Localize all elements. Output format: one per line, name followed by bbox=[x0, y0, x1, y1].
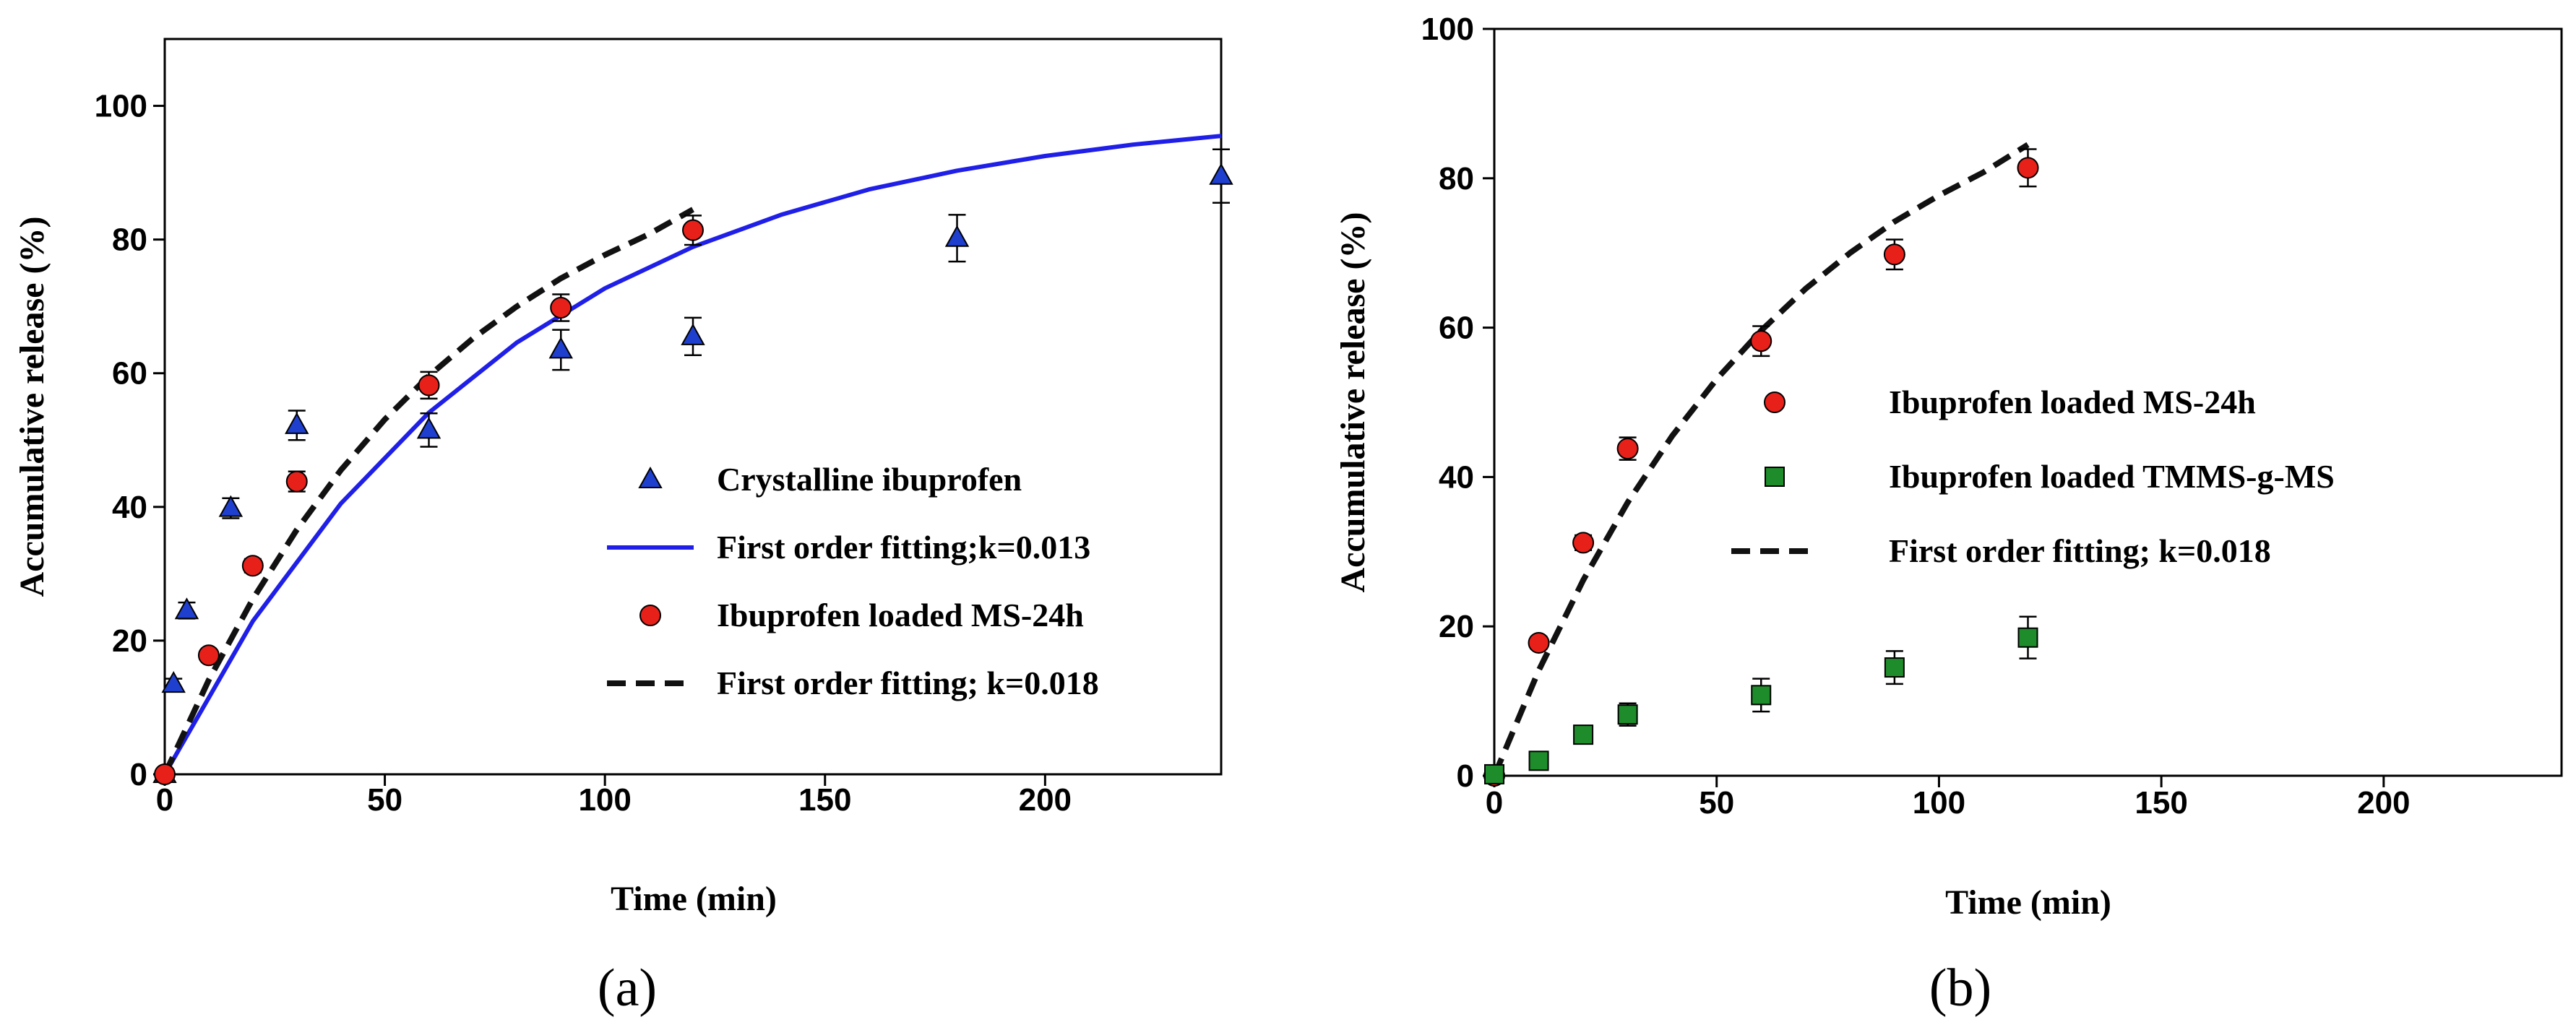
data-point-ibuprofen-loaded-ms-24h bbox=[550, 297, 572, 319]
data-point-ibuprofen-loaded-tmms-g-ms bbox=[1528, 750, 1549, 771]
data-point-ibuprofen-loaded-ms-24h bbox=[1750, 330, 1772, 352]
legend-label: Crystalline ibuprofen bbox=[717, 461, 1022, 498]
legend-label: First order fitting;k=0.013 bbox=[717, 529, 1090, 566]
legend-label: First order fitting; k=0.018 bbox=[1889, 532, 2271, 569]
panel-b-chart: 0 50 100 150 200 0 20 40 60 80 100 Time (min) Accumu… bbox=[1334, 12, 2563, 1018]
x-tick-label: 100 bbox=[1913, 785, 1965, 821]
legend-symbol bbox=[639, 605, 661, 626]
y-tick-label: 80 bbox=[1439, 161, 1474, 196]
data-point-crystalline-ibuprofen bbox=[1209, 163, 1233, 185]
data-point-ibuprofen-loaded-ms-24h bbox=[241, 555, 264, 577]
caption-open-paren: ( bbox=[598, 958, 616, 1018]
legend-label: Ibuprofen loaded TMMS-g-MS bbox=[1889, 458, 2335, 495]
y-tick-label: 40 bbox=[1439, 459, 1474, 495]
y-tick-label: 20 bbox=[1439, 609, 1474, 644]
x-tick-label: 50 bbox=[1699, 785, 1734, 821]
y-tick-label: 80 bbox=[112, 222, 147, 258]
data-point-ibuprofen-loaded-ms-24h bbox=[1616, 438, 1639, 460]
data-point-ibuprofen-loaded-tmms-g-ms bbox=[1884, 657, 1905, 678]
data-point-ibuprofen-loaded-tmms-g-ms bbox=[1573, 724, 1594, 745]
panel-caption: (a) bbox=[598, 958, 657, 1018]
data-point-crystalline-ibuprofen bbox=[416, 417, 441, 439]
data-point-ibuprofen-loaded-ms-24h bbox=[197, 644, 220, 667]
data-point-ibuprofen-loaded-ms-24h bbox=[1572, 532, 1595, 554]
data-point-ibuprofen-loaded-tmms-g-ms bbox=[1617, 704, 1638, 725]
plot-frame bbox=[1493, 27, 2563, 777]
data-point-ibuprofen-loaded-ms-24h bbox=[418, 374, 440, 397]
x-tick-label: 100 bbox=[578, 782, 631, 818]
legend-label: Ibuprofen loaded MS-24h bbox=[717, 597, 1084, 633]
caption-open-paren: ( bbox=[1929, 958, 1947, 1018]
y-axis-title: Accumulative release (%) bbox=[13, 217, 51, 597]
legend-symbol bbox=[1765, 467, 1785, 487]
series-line-first-order-fitting-k-0-018 bbox=[162, 207, 694, 776]
data-point-crystalline-ibuprofen bbox=[218, 495, 244, 517]
data-point-ibuprofen-loaded-ms-24h bbox=[1528, 631, 1550, 654]
y-tick-label: 20 bbox=[112, 623, 147, 659]
plot-frame bbox=[163, 38, 1223, 776]
x-tick-label: 150 bbox=[798, 782, 851, 818]
x-tick-label: 50 bbox=[367, 782, 402, 818]
x-tick-label: 200 bbox=[2357, 785, 2410, 821]
y-tick-label: 60 bbox=[112, 356, 147, 391]
series-line-first-order-fitting-k-0-013 bbox=[163, 134, 1222, 776]
data-point-crystalline-ibuprofen bbox=[681, 323, 705, 345]
y-tick-label: 40 bbox=[112, 490, 147, 525]
legend-label: Ibuprofen loaded MS-24h bbox=[1889, 384, 2256, 420]
data-point-crystalline-ibuprofen bbox=[944, 225, 970, 247]
panel-caption: (b) bbox=[1929, 958, 1991, 1018]
caption-close-paren: ) bbox=[639, 958, 657, 1018]
data-point-ibuprofen-loaded-tmms-g-ms bbox=[1484, 763, 1504, 784]
y-tick-label: 0 bbox=[1457, 758, 1474, 794]
y-tick-label: 0 bbox=[130, 757, 147, 792]
x-axis-title: Time (min) bbox=[611, 880, 777, 918]
y-tick-label: 60 bbox=[1439, 311, 1474, 346]
data-point-ibuprofen-loaded-tmms-g-ms bbox=[2017, 627, 2038, 648]
y-tick-label: 100 bbox=[1421, 12, 1474, 47]
data-point-ibuprofen-loaded-ms-24h bbox=[2017, 157, 2039, 179]
data-point-ibuprofen-loaded-ms-24h bbox=[682, 219, 704, 241]
data-point-crystalline-ibuprofen bbox=[174, 597, 199, 620]
x-tick-label: 0 bbox=[156, 782, 173, 818]
y-tick-label: 100 bbox=[95, 89, 147, 124]
caption-letter: b bbox=[1947, 958, 1974, 1018]
legend-symbol bbox=[638, 466, 663, 488]
y-axis-title: Accumulative release (%) bbox=[1334, 212, 1372, 593]
x-tick-label: 0 bbox=[1486, 785, 1503, 821]
data-point-crystalline-ibuprofen bbox=[161, 671, 186, 693]
legend-symbol bbox=[1764, 391, 1785, 413]
data-point-ibuprofen-loaded-ms-24h bbox=[1883, 243, 1905, 266]
data-point-ibuprofen-loaded-ms-24h bbox=[154, 763, 176, 785]
panel-a-chart: 0 50 100 150 200 0 20 40 60 80 100 Time (min) Accumu… bbox=[13, 38, 1233, 1018]
caption-letter: a bbox=[616, 958, 639, 1018]
caption-close-paren: ) bbox=[1974, 958, 1992, 1018]
x-axis-title: Time (min) bbox=[1945, 883, 2111, 922]
data-point-crystalline-ibuprofen bbox=[285, 412, 309, 434]
legend-label: First order fitting; k=0.018 bbox=[717, 665, 1099, 701]
data-point-crystalline-ibuprofen bbox=[548, 337, 573, 359]
x-tick-label: 150 bbox=[2135, 785, 2187, 821]
data-point-ibuprofen-loaded-ms-24h bbox=[285, 470, 308, 493]
x-tick-label: 200 bbox=[1019, 782, 1072, 818]
data-point-ibuprofen-loaded-tmms-g-ms bbox=[1751, 685, 1772, 706]
